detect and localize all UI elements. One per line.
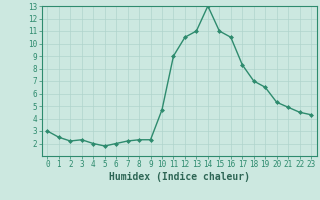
X-axis label: Humidex (Indice chaleur): Humidex (Indice chaleur) bbox=[109, 172, 250, 182]
